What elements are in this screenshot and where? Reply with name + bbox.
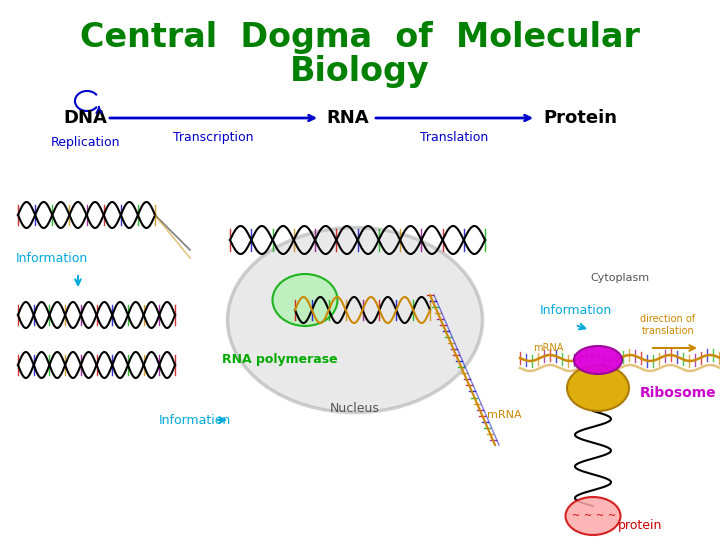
Text: RNA: RNA xyxy=(327,109,369,127)
Ellipse shape xyxy=(567,365,629,411)
Text: protein: protein xyxy=(618,519,662,532)
Text: Ribosome: Ribosome xyxy=(640,386,716,400)
Text: Protein: Protein xyxy=(543,109,617,127)
Ellipse shape xyxy=(228,227,482,413)
Ellipse shape xyxy=(272,274,338,326)
Text: Information: Information xyxy=(16,252,88,265)
Text: ~: ~ xyxy=(596,511,604,521)
Text: Information: Information xyxy=(159,414,231,427)
Ellipse shape xyxy=(565,497,621,535)
Text: Nucleus: Nucleus xyxy=(330,402,380,415)
Text: Replication: Replication xyxy=(50,136,120,149)
Text: Central  Dogma  of  Molecular: Central Dogma of Molecular xyxy=(80,22,640,55)
Text: ~: ~ xyxy=(572,511,580,521)
Text: Transcription: Transcription xyxy=(174,131,253,144)
Text: direction of
translation: direction of translation xyxy=(640,314,695,336)
Text: Information: Information xyxy=(540,303,612,316)
Text: mRNA: mRNA xyxy=(487,410,521,420)
Text: ~: ~ xyxy=(608,511,616,521)
Text: mRNA: mRNA xyxy=(533,343,563,353)
Ellipse shape xyxy=(574,346,622,374)
Text: Cytoplasm: Cytoplasm xyxy=(590,273,649,283)
Text: Biology: Biology xyxy=(290,56,430,89)
Text: RNA polymerase: RNA polymerase xyxy=(222,354,338,367)
Text: DNA: DNA xyxy=(63,109,107,127)
Text: ~: ~ xyxy=(584,511,592,521)
Text: Translation: Translation xyxy=(420,131,489,144)
